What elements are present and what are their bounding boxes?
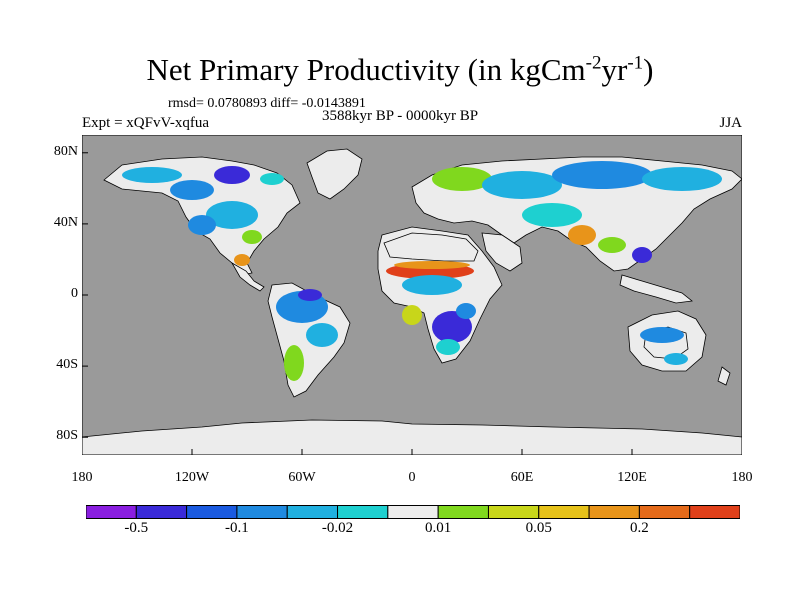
colorbar-box [638,505,691,519]
x-tick-label: 120W [174,470,210,485]
colorbar-label: 0.01 [425,520,452,536]
colorbar-box [689,505,740,519]
colorbar-label: 0.05 [525,520,552,536]
new-zealand [717,366,731,386]
y-tick-label: 40S [56,357,78,373]
x-tick-label: 180 [731,470,753,485]
antarctica [82,419,742,455]
colorbar-label: -0.02 [321,520,354,536]
colorbar-label: 0.2 [630,520,649,536]
sahara [383,232,479,262]
colorbar-box [437,505,489,519]
x-tick-label: 0 [408,470,416,485]
season-label: JJA [719,115,742,131]
y-tick-label: 80N [53,143,78,159]
colorbar-label: -0.1 [225,520,249,536]
period-text: 3588kyr BP - 0000kyr BP [322,108,479,124]
y-tick-label: 80S [56,428,78,444]
se-asia-islands [619,274,693,304]
colorbar [86,505,740,519]
colorbar-box [337,505,389,519]
colorbar-box [236,505,288,519]
greenland [306,148,363,200]
anomaly-patches [122,161,722,381]
x-tick-label: 60E [510,470,534,485]
world-map [82,135,742,455]
map-ticks [82,152,742,455]
arabia [481,232,523,272]
colorbar-label: -0.5 [124,520,149,536]
y-tick-label: 0 [71,286,78,301]
stats-text: rmsd= 0.0780893 diff= -0.0143891 [168,96,366,111]
map-title: Net Primary Productivity (in kgCm-2yr-1) [146,52,654,87]
central-america [230,261,265,292]
colorbar-box [135,505,188,519]
colorbar-box [387,505,439,519]
x-tick-label: 120E [617,470,647,485]
x-tick-label: 180 [71,470,93,485]
colorbar-box [487,505,540,519]
colorbar-box [86,505,137,519]
x-tick-label: 60W [288,470,316,485]
y-tick-label: 40N [53,214,78,230]
colorbar-box [538,505,590,519]
colorbar-box [588,505,640,519]
colorbar-box [186,505,238,519]
experiment-label: Expt = xQFvV-xqfua [82,115,210,131]
colorbar-box [286,505,339,519]
